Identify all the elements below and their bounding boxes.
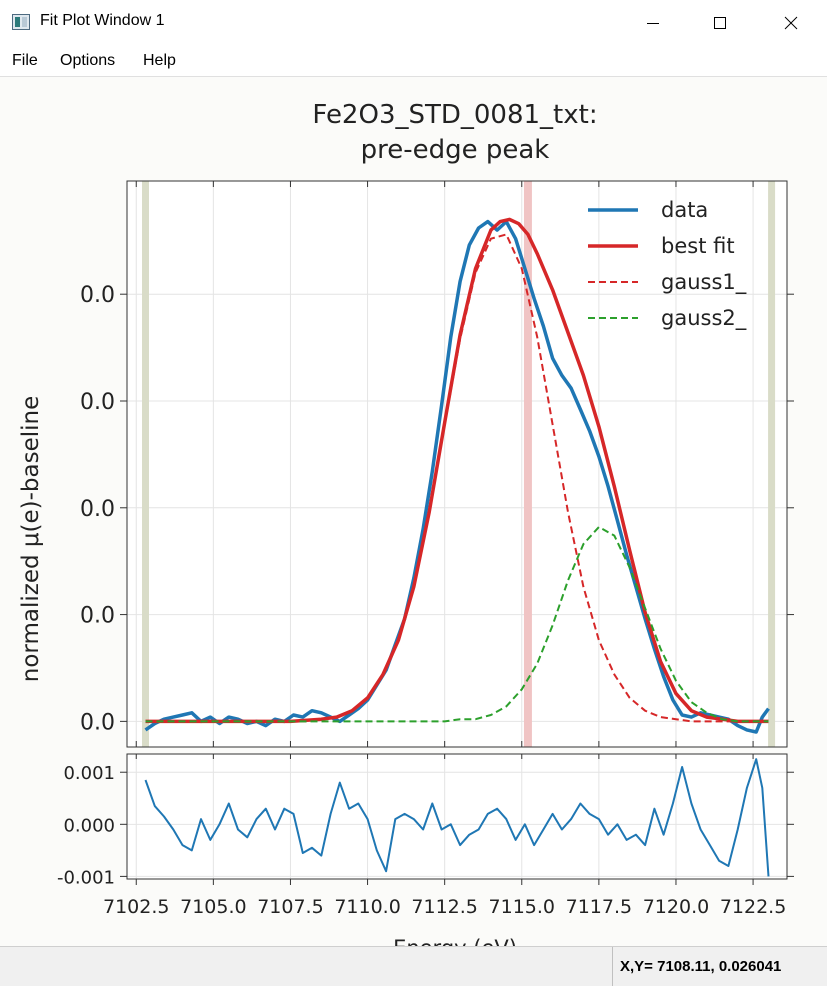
y-tick-label: 0.0 bbox=[80, 604, 115, 629]
maximize-icon bbox=[714, 17, 726, 29]
y-tick-label: 0.000 bbox=[63, 815, 115, 836]
y-tick-label: 0.0 bbox=[80, 283, 115, 308]
x-tick-label: 7122.5 bbox=[720, 896, 786, 918]
fit-range-marker bbox=[768, 181, 776, 747]
residual-plot: 7102.5 7105.0 7107.5 7110.0 7112.5 7115.0 7117… bbox=[57, 753, 794, 918]
x-tick-label: 7102.5 bbox=[103, 896, 169, 918]
minimize-icon bbox=[647, 23, 659, 24]
y-axis-label: normalized μ(e)-baseline bbox=[18, 396, 44, 682]
status-bar: X,Y= 7108.11, 0.026041 bbox=[0, 946, 827, 986]
legend-entry: gauss1_ bbox=[661, 270, 747, 295]
y-tick-label: 0.0 bbox=[80, 497, 115, 522]
chart-title: Fe2O3_STD_0081_txt: bbox=[312, 100, 597, 130]
menu-file[interactable]: File bbox=[12, 52, 38, 69]
residual-line bbox=[144, 758, 770, 877]
x-tick-label: 7110.0 bbox=[334, 896, 400, 918]
menu-help[interactable]: Help bbox=[143, 52, 176, 69]
x-tick-label: 7112.5 bbox=[411, 896, 477, 918]
minimize-button[interactable] bbox=[623, 0, 683, 46]
main-plot-frame bbox=[126, 180, 788, 748]
cursor-coordinates: X,Y= 7108.11, 0.026041 bbox=[620, 958, 782, 975]
fit-plot-svg[interactable]: Fe2O3_STD_0081_txt: pre-edge peak 0.00.0… bbox=[0, 77, 827, 960]
x-tick-label: 7105.0 bbox=[180, 896, 246, 918]
x-tick-label: 7117.5 bbox=[566, 896, 632, 918]
x-tick-label: 7115.0 bbox=[489, 896, 555, 918]
x-tick-label: 7120.0 bbox=[643, 896, 709, 918]
center-energy-marker bbox=[523, 181, 532, 747]
series-line-gauss1 bbox=[145, 233, 769, 723]
menu-bar: File Options Help bbox=[0, 46, 827, 76]
status-separator bbox=[612, 947, 613, 986]
menu-options[interactable]: Options bbox=[60, 52, 116, 69]
legend-entry: gauss2_ bbox=[661, 306, 747, 331]
close-icon bbox=[784, 16, 798, 30]
y-tick-label: 0.0 bbox=[80, 710, 115, 735]
maximize-button[interactable] bbox=[690, 0, 750, 46]
legend-entry: data bbox=[661, 198, 708, 222]
y-tick-label: 0.0 bbox=[80, 390, 115, 415]
residual-plot-background bbox=[127, 754, 787, 879]
series-line-gauss2 bbox=[145, 526, 769, 723]
fit-range-marker bbox=[142, 181, 150, 747]
main-plot-background bbox=[127, 181, 787, 747]
app-icon bbox=[12, 14, 30, 30]
plot-canvas[interactable]: Fe2O3_STD_0081_txt: pre-edge peak 0.0 0.0… bbox=[0, 76, 827, 960]
close-button[interactable] bbox=[761, 0, 821, 46]
y-tick-label: -0.001 bbox=[57, 867, 115, 888]
legend-entry: best fit bbox=[661, 234, 735, 258]
chart-subtitle: pre-edge peak bbox=[361, 135, 550, 165]
residual-plot-frame bbox=[126, 753, 788, 880]
title-bar: Fit Plot Window 1 bbox=[0, 0, 827, 46]
x-tick-label: 7107.5 bbox=[257, 896, 323, 918]
y-tick-label: 0.001 bbox=[63, 763, 115, 784]
window-title: Fit Plot Window 1 bbox=[40, 12, 165, 29]
main-plot: 0.0 0.0 0.0 0.0 0.0 data best fit gauss1_ gauss2… bbox=[80, 180, 794, 748]
